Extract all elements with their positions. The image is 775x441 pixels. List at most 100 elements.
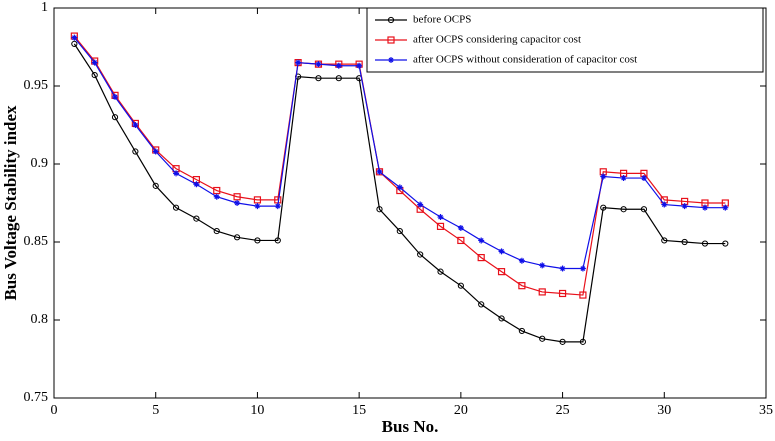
y-tick-label: 0.95 (24, 78, 49, 93)
marker (71, 34, 78, 41)
x-tick-label: 20 (454, 403, 468, 418)
marker (722, 204, 729, 211)
marker (132, 122, 139, 128)
marker (681, 238, 688, 246)
marker (478, 301, 485, 308)
marker (437, 268, 444, 275)
marker (436, 222, 445, 230)
y-tick-label: 0.85 (24, 234, 49, 249)
marker (579, 265, 586, 272)
marker (437, 214, 444, 221)
marker (478, 237, 485, 244)
marker (620, 175, 627, 182)
y-tick-label: 0.9 (31, 156, 49, 171)
marker (600, 204, 607, 211)
x-tick-label: 5 (152, 403, 159, 418)
marker (600, 173, 607, 180)
marker (274, 203, 281, 210)
marker (701, 240, 709, 247)
x-axis-label: Bus No. (382, 417, 439, 436)
marker (661, 237, 668, 244)
marker (559, 338, 566, 345)
marker (640, 175, 647, 182)
marker (497, 268, 506, 276)
legend-marker (388, 57, 394, 63)
x-tick-label: 25 (556, 403, 570, 418)
marker (152, 148, 159, 155)
x-tick-label: 10 (250, 403, 264, 418)
marker (518, 257, 525, 264)
legend-box (366, 7, 764, 73)
marker (477, 254, 485, 262)
legend-marker (387, 16, 395, 24)
marker (457, 282, 464, 289)
marker (274, 237, 281, 244)
marker (579, 338, 587, 345)
marker (295, 59, 302, 66)
marker (213, 186, 221, 195)
marker (457, 236, 465, 245)
marker (498, 248, 505, 255)
marker (417, 251, 424, 258)
legend-marker (387, 36, 395, 44)
y-tick-label: 0.75 (24, 390, 49, 405)
marker (640, 206, 648, 213)
y-tick-label: 0.8 (31, 312, 49, 327)
marker (396, 227, 403, 235)
marker (417, 201, 424, 208)
marker (173, 170, 180, 177)
marker (193, 181, 200, 188)
marker (233, 193, 241, 201)
marker (661, 201, 668, 208)
marker (193, 215, 200, 222)
marker (213, 193, 220, 200)
x-tick-label: 30 (657, 403, 671, 418)
marker (91, 59, 98, 66)
marker (498, 315, 505, 322)
marker (254, 203, 261, 210)
marker (356, 62, 363, 69)
series-line (73, 35, 726, 296)
marker (539, 335, 546, 342)
legend-label: after OCPS considering capacitor cost (413, 34, 581, 46)
marker (315, 61, 322, 68)
legend-label: before OCPS (413, 14, 471, 26)
marker (558, 289, 567, 298)
marker (701, 204, 708, 211)
marker (315, 75, 322, 82)
marker (518, 282, 526, 290)
marker (91, 71, 98, 79)
marker (559, 265, 566, 272)
series-line (73, 43, 726, 343)
marker (112, 93, 119, 100)
marker (539, 262, 546, 269)
marker (172, 204, 180, 211)
marker (722, 240, 729, 247)
marker (234, 200, 241, 206)
y-axis-label: Bus Voltage Stability index (1, 105, 20, 301)
marker (233, 234, 241, 241)
marker (457, 224, 464, 231)
marker (681, 203, 688, 210)
marker (152, 182, 159, 189)
marker (213, 227, 220, 235)
y-tick-label: 1 (41, 0, 48, 15)
marker (518, 327, 525, 335)
legend-label: after OCPS without consideration of capa… (413, 54, 637, 66)
marker (620, 206, 627, 213)
marker (335, 75, 342, 82)
marker (71, 40, 78, 47)
marker (254, 237, 261, 244)
marker (253, 196, 262, 204)
x-tick-label: 15 (352, 403, 366, 418)
marker (376, 168, 383, 175)
marker (579, 291, 587, 299)
x-tick-label: 0 (51, 403, 58, 418)
marker (376, 206, 383, 213)
marker (538, 288, 546, 296)
marker (335, 62, 342, 69)
marker (111, 114, 119, 121)
marker (396, 184, 403, 191)
marker (132, 148, 139, 155)
